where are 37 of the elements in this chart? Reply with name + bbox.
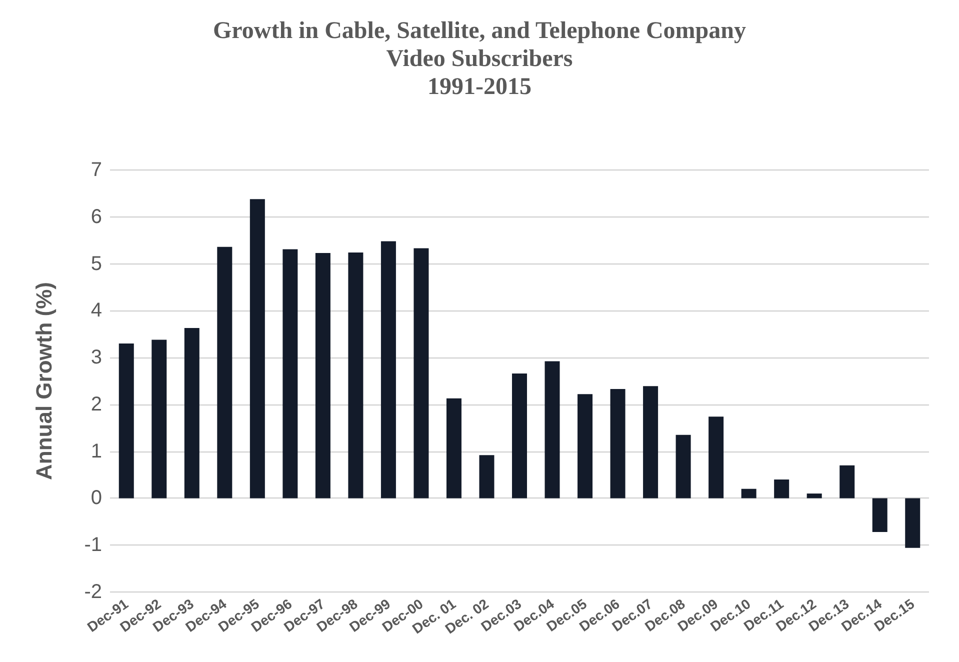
bar xyxy=(544,361,560,498)
y-tick-label: 2 xyxy=(90,393,102,416)
bar xyxy=(348,252,364,498)
y-tick-label: -2 xyxy=(84,581,102,603)
bar xyxy=(118,343,134,498)
y-axis-title: Annual Growth (%) xyxy=(32,282,56,480)
y-tick-label: -1 xyxy=(84,534,102,556)
bar xyxy=(905,498,920,548)
bar xyxy=(512,374,527,498)
bar xyxy=(578,394,593,498)
bar xyxy=(610,388,626,498)
bar xyxy=(184,328,200,498)
bar xyxy=(741,488,756,498)
chart-title: Growth in Cable, Satellite, and Telephone Company Video Subscribers 1991-2015 xyxy=(213,18,746,100)
y-tick-label: 1 xyxy=(90,440,102,462)
y-tick-label: 7 xyxy=(90,159,102,181)
bar xyxy=(250,199,265,498)
y-tick-label: 6 xyxy=(90,206,102,228)
bar xyxy=(806,494,822,498)
bar xyxy=(315,252,330,498)
y-tick-label: 4 xyxy=(90,300,102,322)
bar xyxy=(774,479,790,498)
bar xyxy=(380,241,396,498)
y-tick-label: 5 xyxy=(90,252,102,275)
bar xyxy=(479,455,494,498)
y-tick-label: 3 xyxy=(90,346,102,369)
bar xyxy=(217,246,232,498)
bar xyxy=(152,340,167,498)
y-tick-label: 0 xyxy=(90,487,102,510)
bar xyxy=(643,386,658,498)
bar xyxy=(676,434,691,498)
bar xyxy=(282,249,298,498)
bar xyxy=(446,398,462,498)
bar xyxy=(414,248,429,498)
bar xyxy=(708,416,724,498)
bar xyxy=(872,498,888,532)
bar xyxy=(840,465,855,498)
